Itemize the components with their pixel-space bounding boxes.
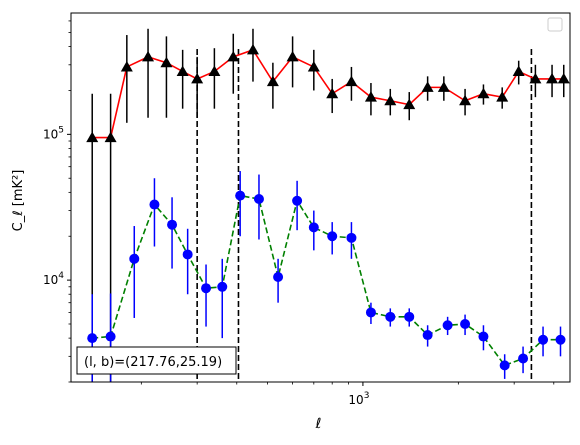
series-1-point-7 xyxy=(217,281,228,292)
series-0-point-7 xyxy=(208,65,221,76)
series-1-point-8 xyxy=(235,190,246,201)
series-0-point-16 xyxy=(384,94,397,106)
annotation-box xyxy=(76,346,237,375)
series-1-point-21 xyxy=(478,331,489,342)
series-1-point-17 xyxy=(404,311,415,322)
legend-box xyxy=(547,17,563,32)
series-1-line xyxy=(92,194,561,367)
series-1-point-18 xyxy=(422,330,433,341)
x-axis-label: ℓ xyxy=(315,416,322,432)
series-0-point-6 xyxy=(191,72,204,84)
y-tick-label-0: 104 xyxy=(43,271,64,287)
series-0-point-22 xyxy=(496,91,509,102)
series-0-point-1 xyxy=(104,131,117,143)
series-0-point-18 xyxy=(421,81,434,92)
series-1-point-0 xyxy=(87,333,98,344)
series-1-point-5 xyxy=(182,249,193,260)
series-group xyxy=(86,28,570,382)
series-0-point-14 xyxy=(345,75,358,87)
series-0-point-5 xyxy=(176,65,189,76)
annotation: (l, b)=(217.76,25.19) xyxy=(76,346,237,375)
series-0-point-10 xyxy=(266,75,279,87)
series-1-point-24 xyxy=(538,334,549,345)
series-0-point-8 xyxy=(227,50,240,62)
series-1-point-20 xyxy=(460,318,471,329)
series-1-point-3 xyxy=(149,199,160,210)
annotation-text: (l, b)=(217.76,25.19) xyxy=(84,355,222,370)
series-1-point-12 xyxy=(308,222,319,233)
series-1-point-1 xyxy=(105,331,116,342)
x-tick-label-0: 103 xyxy=(348,391,369,407)
series-0 xyxy=(86,28,570,382)
vertical-lines xyxy=(196,49,533,382)
series-1-point-25 xyxy=(555,334,566,345)
y-tick-label-1: 105 xyxy=(43,125,64,141)
series-1 xyxy=(87,171,566,382)
series-1-point-16 xyxy=(385,311,396,322)
series-1-point-10 xyxy=(273,272,284,283)
series-0-point-12 xyxy=(307,60,320,72)
series-0-point-0 xyxy=(86,131,99,143)
series-1-point-9 xyxy=(253,194,264,205)
series-0-point-13 xyxy=(326,87,339,99)
y-axis-label: C_ℓ [mK²] xyxy=(11,170,26,232)
axes-frame xyxy=(70,12,571,383)
series-0-point-17 xyxy=(403,98,416,110)
series-0-point-19 xyxy=(437,81,450,92)
series-0-point-20 xyxy=(459,94,472,106)
series-1-point-6 xyxy=(201,283,212,294)
series-0-point-21 xyxy=(477,87,490,99)
series-1-point-19 xyxy=(442,320,453,331)
series-0-point-9 xyxy=(246,43,259,55)
series-1-point-2 xyxy=(129,253,140,264)
series-1-point-14 xyxy=(346,232,357,243)
series-0-point-15 xyxy=(364,91,377,102)
series-0-point-3 xyxy=(142,50,155,62)
series-0-point-23 xyxy=(512,65,525,76)
series-0-point-2 xyxy=(120,60,133,72)
series-0-point-24 xyxy=(529,72,542,84)
series-0-point-25 xyxy=(546,72,559,84)
series-1-point-13 xyxy=(327,231,338,242)
series-1-point-23 xyxy=(518,353,529,364)
series-0-point-4 xyxy=(160,56,173,68)
series-1-point-11 xyxy=(292,195,303,206)
series-1-point-15 xyxy=(365,307,376,318)
series-0-point-26 xyxy=(557,72,570,84)
series-1-point-22 xyxy=(499,360,510,371)
series-0-point-11 xyxy=(286,50,299,62)
series-1-point-4 xyxy=(167,219,178,230)
axes-group: 104 105 103 xyxy=(43,12,571,407)
